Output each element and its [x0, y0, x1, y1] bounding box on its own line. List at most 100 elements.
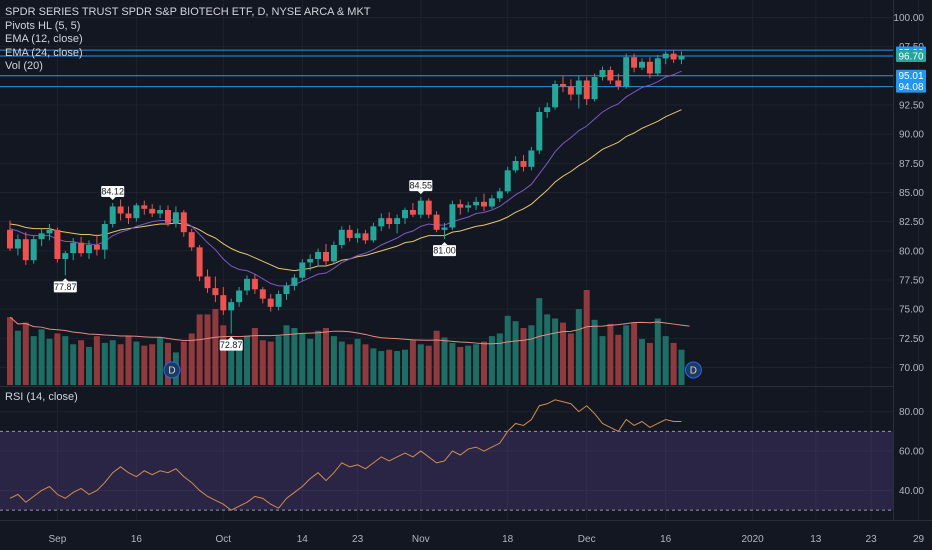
- candle: [631, 53, 638, 73]
- volume-bar: [212, 309, 219, 385]
- candle: [394, 214, 401, 234]
- candle-body: [78, 242, 85, 254]
- volume-bar: [441, 337, 448, 385]
- price-tick-label: 100.00: [893, 13, 924, 24]
- pivots-legend[interactable]: Pivots HL (5, 5): [5, 19, 81, 32]
- candle-body: [386, 218, 393, 224]
- candle-body: [172, 212, 179, 223]
- volume-bar: [488, 336, 495, 385]
- rsi-legend[interactable]: RSI (14, close): [5, 391, 78, 403]
- candle-body: [30, 239, 37, 261]
- candle-body: [188, 232, 195, 248]
- candle: [378, 213, 385, 231]
- price-tick-label: 70.00: [899, 363, 924, 374]
- candle-body: [607, 70, 614, 81]
- candle-body: [244, 278, 250, 291]
- volume-bar: [125, 336, 132, 385]
- price-badge-label: 96.70: [898, 52, 923, 63]
- volume-bar: [567, 333, 574, 385]
- candlesticks[interactable]: [7, 50, 685, 334]
- candle-body: [38, 233, 45, 240]
- candle: [338, 226, 345, 249]
- candle-body: [149, 208, 156, 214]
- candle: [251, 274, 258, 294]
- candle-body: [346, 229, 353, 238]
- ema12-line: [9, 70, 682, 287]
- candle-body: [362, 233, 369, 241]
- rsi-tick-label: 60.00: [899, 447, 924, 458]
- dividend-marker-0[interactable]: D: [163, 361, 181, 379]
- candle-body: [7, 229, 13, 249]
- volume-bar: [244, 336, 250, 385]
- volume-bar: [512, 321, 519, 385]
- time-tick-label: 18: [502, 534, 514, 545]
- volume-legend[interactable]: Vol (20): [5, 60, 43, 72]
- volume-bar: [631, 322, 638, 385]
- volume-bars: [7, 290, 685, 385]
- candle-body: [307, 259, 314, 263]
- candle: [259, 287, 266, 304]
- pivot-box: [53, 281, 77, 293]
- candle-body: [552, 84, 559, 108]
- time-tick-label: 2020: [741, 534, 764, 545]
- pivot-box: [409, 180, 433, 192]
- pivot-label: 77.87: [54, 282, 77, 292]
- candle: [101, 220, 108, 259]
- candle: [433, 211, 440, 233]
- volume-bar: [575, 309, 582, 385]
- time-tick-label: 13: [810, 534, 822, 545]
- volume-bar: [323, 328, 329, 385]
- candle: [560, 75, 566, 93]
- candle-body: [488, 198, 495, 207]
- candle-body: [62, 253, 69, 259]
- price-tick-label: 77.50: [899, 276, 924, 287]
- candle: [22, 232, 29, 265]
- candle-body: [109, 206, 116, 224]
- volume-bar: [417, 344, 424, 385]
- pivot-pointer: [62, 278, 69, 282]
- candle: [109, 203, 116, 228]
- price-tick-label: 75.00: [899, 305, 924, 316]
- candle: [425, 198, 432, 219]
- volume-bar: [117, 344, 124, 385]
- rsi-band-fill: [0, 431, 893, 511]
- volume-bar: [370, 348, 377, 385]
- price-badge-box: [896, 80, 926, 93]
- candle: [133, 203, 140, 222]
- candle: [670, 50, 677, 63]
- price-badge-label: 95.01: [898, 71, 923, 82]
- rsi-line: [9, 399, 682, 511]
- dividend-marker-1[interactable]: D: [684, 361, 702, 379]
- candle-body: [133, 205, 140, 219]
- ema24-legend[interactable]: EMA (24, close): [5, 46, 83, 59]
- candle-body: [251, 278, 258, 290]
- candle-body: [330, 245, 337, 262]
- ema12-legend[interactable]: EMA (12, close): [5, 33, 83, 45]
- price-badge-1: 96.70: [896, 50, 926, 63]
- volume-bar: [93, 336, 100, 385]
- pivot-label: 72.87: [220, 340, 243, 350]
- volume-bar: [275, 336, 282, 385]
- horizontal-price-lines[interactable]: [0, 49, 893, 88]
- volume-bar: [496, 333, 503, 385]
- volume-bar: [299, 333, 306, 385]
- candle-body: [512, 161, 519, 171]
- volume-bar: [259, 340, 266, 385]
- candle: [346, 225, 353, 242]
- candle: [86, 240, 92, 259]
- candle-body: [196, 247, 203, 277]
- pivot-box: [101, 186, 125, 197]
- candle: [212, 276, 219, 303]
- price-tick-label: 92.50: [899, 101, 924, 112]
- candle: [457, 199, 464, 215]
- candle: [615, 73, 622, 90]
- rsi-overbought-oversold-band: [0, 430, 893, 511]
- candle-body: [496, 191, 503, 199]
- candle: [330, 241, 337, 264]
- volume-ma-line: [9, 316, 690, 345]
- time-tick-label: 16: [660, 534, 672, 545]
- candle-body: [615, 80, 622, 87]
- time-tick-label: Oct: [216, 534, 232, 545]
